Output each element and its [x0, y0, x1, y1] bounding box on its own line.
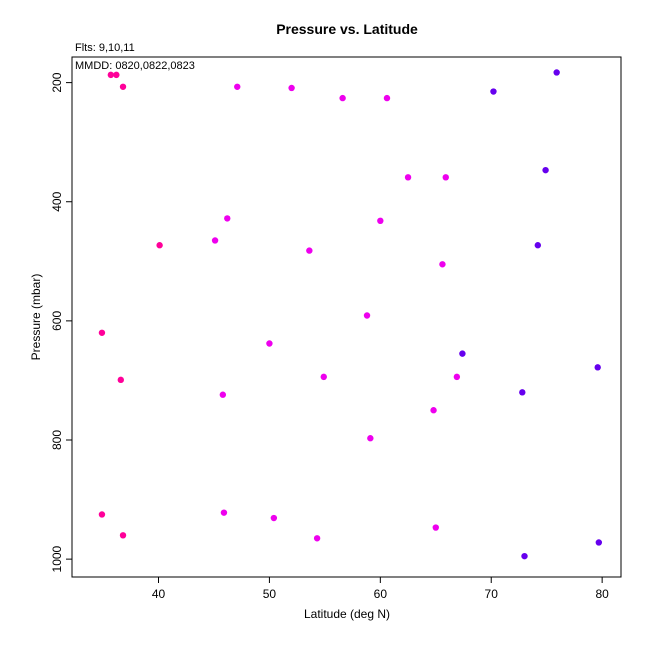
data-point: [439, 261, 446, 268]
data-point: [288, 84, 295, 92]
data-point: [306, 247, 313, 254]
data-point: [107, 71, 115, 79]
data-point: [156, 242, 163, 249]
chart-title: Pressure vs. Latitude: [276, 21, 418, 37]
data-point: [595, 539, 603, 546]
y-tick-label: 800: [50, 430, 64, 450]
data-point: [313, 535, 321, 542]
data-point: [383, 94, 391, 102]
data-point: [220, 509, 228, 516]
data-point: [553, 69, 560, 76]
data-point: [594, 364, 601, 371]
date-annotation: MMDD: 0820,0822,0823: [75, 60, 195, 72]
data-point: [453, 373, 461, 381]
data-point: [320, 373, 327, 381]
x-tick-label: 60: [374, 587, 388, 601]
x-tick-label: 80: [595, 587, 609, 601]
data-point: [98, 511, 106, 518]
x-axis: 40 50 60 70 80: [152, 577, 609, 601]
y-axis-label: Pressure (mbar): [29, 274, 43, 361]
data-point: [430, 407, 437, 414]
x-axis-label: Latitude (deg N): [304, 607, 390, 621]
data-point: [339, 94, 346, 102]
plot-frame: [71, 56, 622, 578]
data-point: [119, 532, 127, 539]
data-point: [119, 83, 127, 90]
x-tick-label: 50: [263, 587, 277, 601]
data-point: [534, 242, 542, 249]
y-axis: 200 400 600 800 1000: [50, 72, 72, 572]
data-point: [459, 350, 466, 357]
data-point: [266, 340, 273, 347]
y-tick-label: 400: [50, 191, 64, 211]
x-tick-label: 70: [485, 587, 499, 601]
data-point: [224, 215, 231, 222]
flights-annotation: Flts: 9,10,11: [75, 42, 135, 54]
x-tick-label: 40: [152, 587, 166, 601]
y-tick-label: 600: [50, 311, 64, 331]
data-point: [542, 166, 549, 174]
data-point: [117, 376, 125, 384]
data-point: [234, 83, 241, 90]
data-point: [98, 329, 106, 336]
data-point: [211, 237, 219, 244]
data-point: [432, 524, 439, 531]
data-point: [377, 217, 384, 225]
data-point: [521, 552, 528, 560]
data-point: [367, 435, 374, 442]
data-point: [490, 88, 497, 95]
y-tick-label: 200: [50, 72, 64, 92]
data-point: [442, 174, 449, 181]
y-tick-label: 1000: [50, 545, 64, 572]
data-point: [519, 389, 526, 396]
data-point: [113, 71, 120, 79]
data-point: [270, 514, 278, 522]
data-point: [363, 312, 371, 319]
data-point: [219, 391, 227, 398]
data-points: [98, 69, 603, 560]
data-point: [404, 174, 412, 181]
